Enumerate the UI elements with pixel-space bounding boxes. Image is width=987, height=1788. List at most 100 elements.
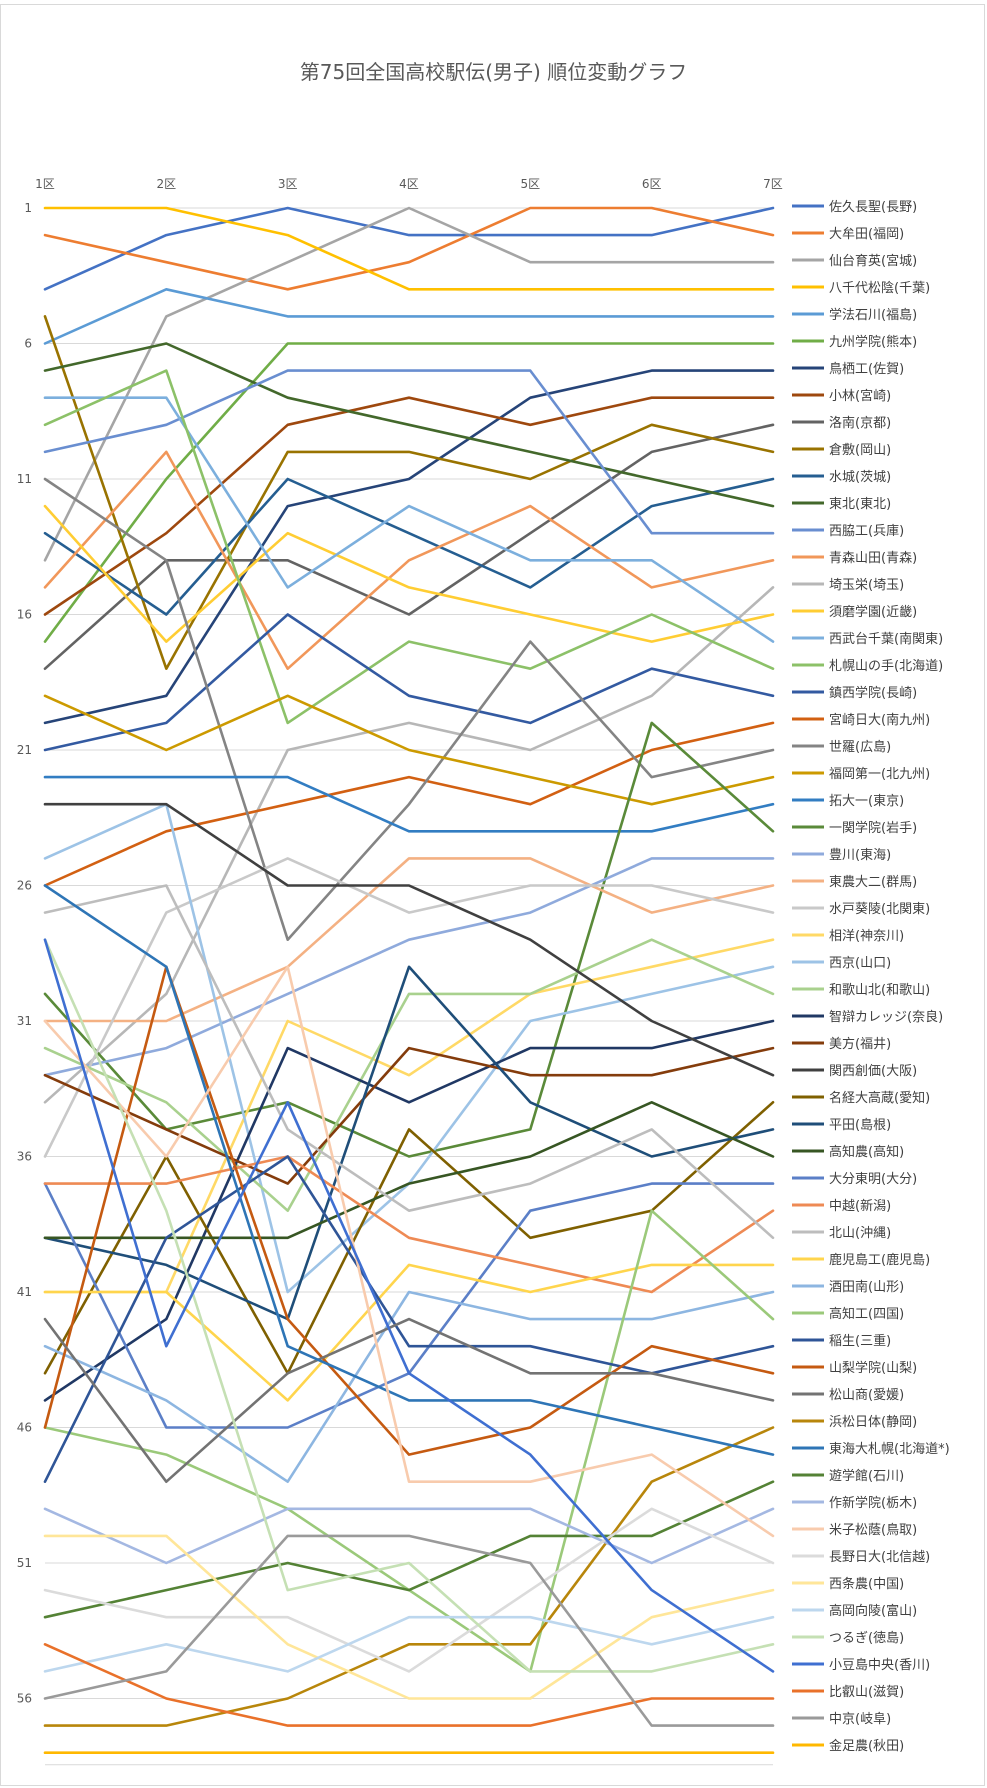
series-line — [43, 1155, 775, 1294]
series-line — [43, 1534, 775, 1727]
legend-label: 松山商(愛媛) — [829, 1388, 904, 1403]
legend-label: 比叡山(滋賀) — [829, 1685, 904, 1700]
legend-label: 中越(新潟) — [829, 1198, 891, 1214]
legend-label: 倉敷(岡山) — [829, 443, 891, 458]
y-tick-label: 51 — [17, 1556, 32, 1570]
legend-label: 豊川(東海) — [829, 847, 891, 863]
y-tick-label: 31 — [17, 1014, 32, 1028]
series-line — [43, 369, 775, 535]
series-line — [43, 206, 775, 291]
legend-label: 美方(福井) — [829, 1036, 891, 1052]
series-line — [43, 1317, 775, 1483]
series-line — [43, 884, 775, 1240]
series-line — [43, 775, 775, 833]
y-tick-label: 11 — [17, 472, 32, 486]
legend-label: 鳥栖工(佐賀) — [829, 362, 904, 377]
series-line — [43, 1290, 775, 1483]
legend-label: 東農大二(群馬) — [829, 874, 917, 890]
legend-label: 浜松日体(静岡) — [829, 1415, 917, 1430]
legend: 佐久長聖(長野) 大牟田(福岡) 仙台育英(宮城) 八千代松陰(千葉) 学法石川(福島)… — [792, 200, 950, 1754]
legend-label: 鹿児島工(鹿児島) — [829, 1252, 930, 1268]
legend-label: 小林(宮崎) — [829, 388, 891, 404]
series-line — [43, 857, 775, 1023]
y-tick-label: 1 — [24, 201, 32, 215]
series-line — [43, 1480, 775, 1619]
series-line — [43, 802, 775, 1077]
legend-label: 智辯カレッジ(奈良) — [829, 1009, 943, 1025]
series-line — [43, 1046, 775, 1185]
legend-label: 洛南(京都) — [829, 415, 891, 431]
series-line — [43, 1209, 775, 1673]
series-line — [43, 315, 775, 671]
series-line — [43, 1426, 775, 1727]
legend-label: 高知農(高知) — [829, 1144, 904, 1160]
series-line — [43, 1534, 775, 1700]
legend-label: 作新学院(栃木) — [829, 1495, 917, 1511]
legend-label: 九州学院(熊本) — [829, 334, 917, 350]
legend-label: 拓大一(東京) — [829, 793, 904, 809]
series-line — [43, 938, 775, 1673]
legend-label: 米子松蔭(鳥取) — [829, 1523, 917, 1538]
x-tick-label: 4区 — [399, 177, 419, 191]
legend-label: 小豆島中央(香川) — [829, 1658, 930, 1673]
x-tick-label: 3区 — [278, 177, 298, 191]
legend-label: 酒田南(山形) — [829, 1279, 904, 1295]
legend-label: 大分東明(大分) — [829, 1171, 917, 1187]
series-line — [43, 884, 775, 1456]
series-line — [43, 1615, 775, 1673]
legend-label: 和歌山北(和歌山) — [829, 983, 930, 998]
legend-label: 長野日大(北信越) — [829, 1550, 930, 1565]
legend-label: 高知工(四国) — [829, 1306, 904, 1322]
legend-label: 鎮西学院(長崎) — [829, 685, 917, 701]
series-line — [43, 965, 775, 1321]
legend-label: 札幌山の手(北海道) — [829, 658, 943, 674]
legend-label: 佐久長聖(長野) — [829, 200, 917, 215]
legend-label: 青森山田(青森) — [829, 551, 917, 566]
legend-label: 東海大札幌(北海道*) — [829, 1441, 950, 1457]
y-tick-label: 41 — [17, 1285, 32, 1299]
y-tick-label: 16 — [17, 608, 32, 622]
legend-label: 高岡向陵(富山) — [829, 1603, 917, 1619]
series-line — [43, 965, 775, 1538]
legend-label: 西条農(中国) — [829, 1576, 904, 1592]
y-tick-label: 36 — [17, 1150, 32, 1164]
series-line — [43, 369, 775, 725]
x-tick-label: 5区 — [521, 177, 541, 191]
legend-label: 八千代松陰(千葉) — [829, 281, 930, 296]
series-line — [43, 206, 775, 291]
series-line — [43, 1263, 775, 1402]
series-line — [43, 1643, 775, 1727]
series-line — [43, 477, 775, 616]
legend-label: 宮崎日大(南九州) — [829, 712, 930, 728]
series-line — [43, 477, 775, 942]
series-line — [43, 938, 775, 1673]
y-tick-label: 46 — [17, 1421, 32, 1435]
legend-label: 福岡第一(北九州) — [829, 767, 930, 782]
series-lines — [43, 206, 775, 1754]
series-line — [43, 206, 775, 562]
legend-label: 金足農(秋田) — [829, 1738, 904, 1754]
legend-label: 遊学館(石川) — [829, 1468, 904, 1484]
legend-label: 名経大高蔵(愛知) — [829, 1090, 930, 1106]
series-line — [43, 287, 775, 345]
y-tick-label: 6 — [24, 337, 32, 351]
legend-label: 大牟田(福岡) — [829, 227, 904, 242]
legend-label: 一関学院(岩手) — [829, 820, 917, 836]
series-line — [43, 1507, 775, 1565]
legend-label: 水城(茨城) — [829, 470, 891, 485]
y-tick-label: 21 — [17, 743, 32, 757]
legend-label: 相洋(神奈川) — [829, 929, 904, 944]
series-line — [43, 504, 775, 643]
series-line — [43, 396, 775, 643]
legend-label: 学法石川(福島) — [829, 307, 917, 323]
series-line — [43, 613, 775, 752]
legend-label: 北山(沖縄) — [829, 1226, 891, 1241]
legend-label: 世羅(広島) — [829, 740, 891, 755]
series-line — [43, 206, 775, 291]
series-line — [43, 342, 775, 643]
series-line — [43, 342, 775, 508]
series-line — [43, 1507, 775, 1673]
legend-label: 平田(島根) — [829, 1118, 891, 1133]
